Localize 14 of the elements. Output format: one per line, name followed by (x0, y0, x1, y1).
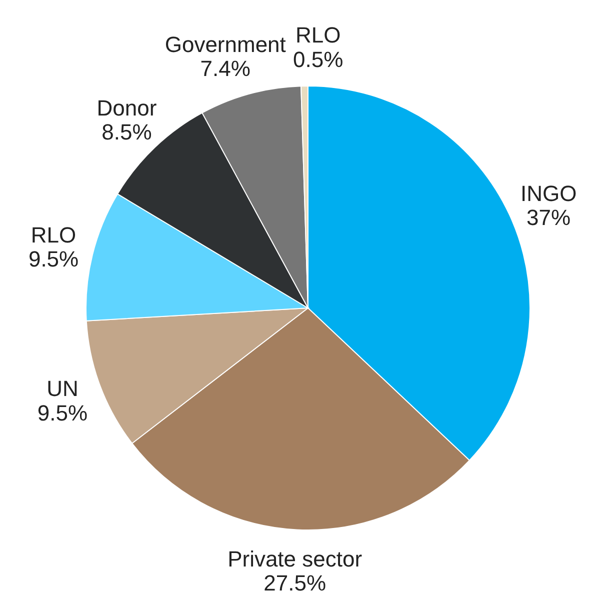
slice-label: Private sector (228, 546, 362, 572)
slice-label: Government (164, 32, 286, 57)
data-label: 7.4% (200, 56, 250, 81)
slice-label: RLO (30, 222, 76, 248)
data-label: 9.5% (37, 400, 88, 426)
slice-label: Donor (96, 96, 157, 121)
slice-label: RLO (295, 22, 341, 48)
data-label: 0.5% (293, 46, 344, 72)
data-label: 27.5% (264, 570, 326, 596)
slice-label: UN (46, 376, 78, 402)
data-label: 8.5% (102, 120, 152, 145)
data-label: 37% (526, 205, 571, 230)
slice-label: INGO (520, 180, 577, 206)
data-label: 9.5% (28, 246, 79, 272)
